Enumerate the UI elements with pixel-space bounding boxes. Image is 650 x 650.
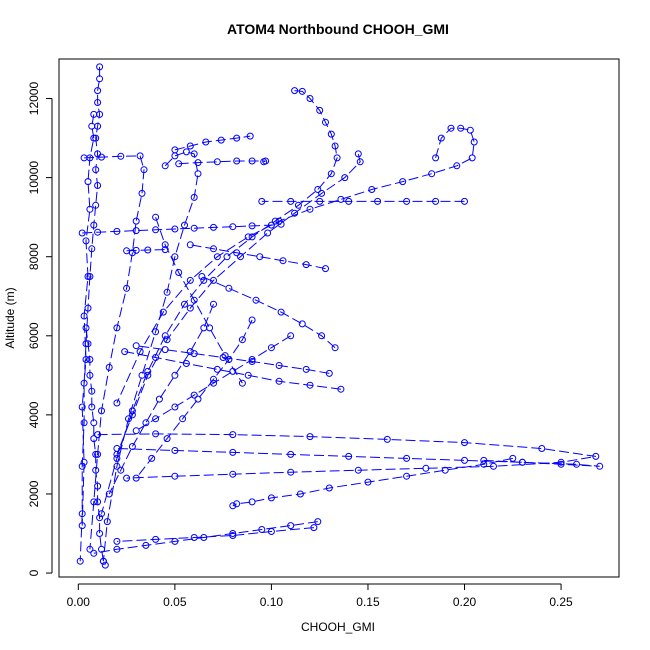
data-series <box>114 151 363 458</box>
data-point <box>226 285 232 291</box>
x-tick-label: 0.05 <box>163 595 187 609</box>
series-line <box>117 449 600 467</box>
data-series <box>106 301 216 497</box>
data-point <box>315 187 321 193</box>
x-tick-label: 0.15 <box>356 595 380 609</box>
data-series <box>83 325 108 568</box>
x-tick-label: 0.20 <box>453 595 477 609</box>
series-line <box>179 161 266 164</box>
y-tick-label: 6000 <box>27 322 41 349</box>
data-point <box>172 372 178 378</box>
data-point <box>139 372 145 378</box>
series-line <box>84 156 144 549</box>
series-line <box>102 91 338 514</box>
data-series <box>230 455 516 508</box>
series-line <box>175 136 250 150</box>
y-axis: 0 2000 4000 6000 8000 10000 12000 <box>27 82 52 577</box>
data-point <box>207 325 213 331</box>
data-point <box>265 230 271 236</box>
x-axis: 0.00 0.05 0.10 0.15 0.20 0.25 <box>67 584 573 609</box>
y-tick-label: 0 <box>27 569 41 576</box>
y-axis-label: Altitude (m) <box>3 287 17 348</box>
x-axis-label: CHOOH_GMI <box>301 620 375 634</box>
data-point <box>224 254 230 260</box>
data-series <box>91 519 321 557</box>
series-line <box>109 304 213 494</box>
chart-title: ATOM4 Northbound CHOOH_GMI <box>227 21 449 37</box>
data-point <box>133 428 139 434</box>
data-series <box>114 125 477 406</box>
series-line <box>136 346 329 374</box>
data-point <box>183 149 189 155</box>
data-series <box>133 317 255 481</box>
series-line <box>125 352 341 390</box>
data-series <box>100 149 201 564</box>
series-line <box>86 328 105 565</box>
y-tick-label: 12000 <box>27 82 41 116</box>
data-series <box>176 158 269 167</box>
y-tick-label: 8000 <box>27 243 41 270</box>
data-point <box>469 155 475 161</box>
x-tick-label: 0.10 <box>260 595 284 609</box>
plot-frame <box>59 59 619 577</box>
data-point <box>299 321 305 327</box>
data-series <box>199 274 338 351</box>
data-series <box>187 242 328 272</box>
series-line <box>117 128 474 403</box>
series-line <box>82 114 94 525</box>
y-tick-label: 4000 <box>27 401 41 428</box>
data-series <box>124 247 169 254</box>
plot-data-layer <box>77 64 603 568</box>
data-series <box>133 343 332 377</box>
data-point <box>471 139 477 145</box>
series-line <box>103 152 198 561</box>
y-tick-label: 2000 <box>27 480 41 507</box>
data-point <box>245 234 251 240</box>
data-point <box>156 396 162 402</box>
series-line <box>117 528 314 542</box>
data-series <box>133 333 294 434</box>
series-line <box>202 277 335 348</box>
series-line <box>136 336 291 431</box>
data-series <box>259 198 468 204</box>
data-series <box>114 446 603 470</box>
x-tick-label: 0.25 <box>549 595 573 609</box>
data-point <box>201 325 207 331</box>
x-tick-label: 0.00 <box>67 595 91 609</box>
data-point <box>133 343 139 349</box>
data-point <box>172 153 178 159</box>
y-tick-label: 10000 <box>27 161 41 195</box>
data-series <box>114 525 317 545</box>
series-line <box>94 522 318 554</box>
